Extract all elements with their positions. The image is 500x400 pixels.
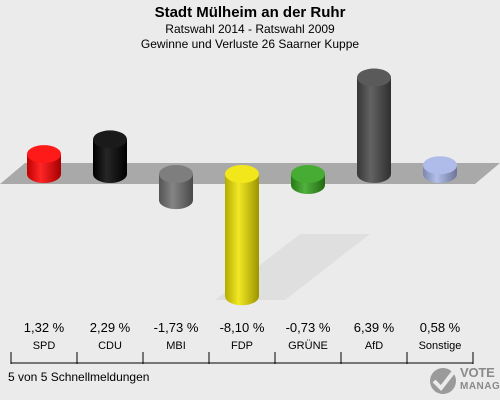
report-status: 5 von 5 Schnellmeldungen	[8, 370, 150, 384]
chart-subtitle: Ratswahl 2014 - Ratswahl 2009	[165, 22, 335, 36]
category-label: MBI	[166, 340, 186, 352]
bar-bottom-cap	[225, 287, 259, 306]
bar-afd	[357, 68, 391, 183]
category-label: AfD	[365, 340, 383, 352]
bar-body	[357, 77, 391, 174]
chart-title: Stadt Mülheim an der Ruhr	[154, 4, 346, 21]
bar-top-cap	[93, 130, 127, 149]
value-label: -8,10 %	[220, 320, 265, 335]
bar-top-cap	[225, 165, 259, 183]
bar-top-cap	[291, 165, 325, 183]
chart-header: Stadt Mülheim an der Ruhr Ratswahl 2014 …	[0, 4, 500, 52]
category-label: GRÜNE	[288, 340, 328, 352]
bar-top-cap	[357, 68, 391, 87]
bar-grüne	[291, 165, 325, 195]
category-label: CDU	[98, 340, 122, 352]
bar-bottom-cap	[93, 165, 127, 183]
bar-body	[225, 174, 259, 297]
category-label: FDP	[231, 340, 253, 352]
bar-bottom-cap	[159, 191, 193, 210]
bar-bottom-cap	[27, 165, 61, 183]
value-label: 1,32 %	[24, 320, 65, 335]
value-label: -1,73 %	[154, 320, 199, 335]
bar-top-cap	[423, 156, 457, 175]
bar-cdu	[93, 130, 127, 183]
logo-text: VOTE MANAGER	[460, 366, 500, 394]
bar-bottom-cap	[357, 165, 391, 183]
checkmark-icon	[430, 368, 457, 394]
chart-description: Gewinne und Verluste 26 Saarner Kuppe	[140, 37, 360, 51]
bar-fdp	[225, 165, 259, 306]
logo-manager: MANAGER	[460, 381, 500, 392]
votemanager-logo	[430, 368, 457, 394]
bar-sonstige	[423, 156, 457, 183]
value-label: -0,73 %	[286, 320, 331, 335]
bar-top-cap	[159, 165, 193, 183]
value-label: 2,29 %	[90, 320, 131, 335]
category-label: SPD	[33, 340, 56, 352]
value-label: 0,58 %	[420, 320, 461, 335]
category-label: Sonstige	[419, 340, 462, 352]
bar-top-cap	[27, 145, 61, 164]
bar-spd	[27, 145, 61, 183]
logo-vote: VOTE	[460, 365, 495, 380]
value-label: 6,39 %	[354, 320, 395, 335]
bar-mbi	[159, 165, 193, 210]
